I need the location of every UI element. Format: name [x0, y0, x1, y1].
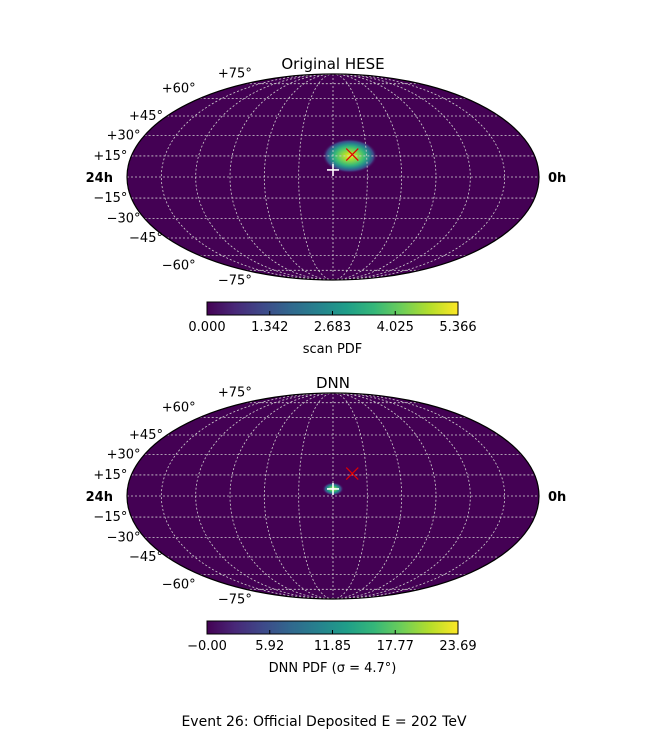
true-direction-marker: [345, 148, 359, 161]
dec-tick-label: −45°: [129, 550, 163, 565]
reco-direction-marker: [327, 482, 339, 495]
dec-tick-label: +45°: [129, 109, 163, 124]
colorbar-tick-label: 11.85: [314, 639, 351, 654]
colorbar-tick-label: 0.000: [188, 320, 225, 335]
skymap-border: [126, 73, 540, 281]
dec-tick-label: +60°: [162, 81, 196, 96]
colorbar-tick-label: 23.69: [439, 639, 476, 654]
dec-tick-label: −30°: [107, 212, 141, 227]
ra-label-left: 24h: [86, 490, 113, 505]
pdf-hotspot: [322, 138, 378, 174]
dec-tick-label: −15°: [93, 510, 127, 525]
colorbar: 0.000 1.342 2.683 4.025 5.366 scan PDF: [188, 301, 477, 357]
ra-label-right: 0h: [548, 171, 566, 186]
reco-direction-marker: [327, 163, 339, 176]
meridian-line: [229, 393, 334, 599]
skymap-density: [322, 138, 378, 174]
colorbar-tick-label: 2.683: [314, 320, 351, 335]
dec-tick-label: −30°: [107, 531, 141, 546]
dec-tick-label: −15°: [93, 191, 127, 206]
dec-tick-label: +60°: [162, 400, 196, 415]
colorbar-label: scan PDF: [303, 342, 363, 357]
colorbar: −0.00 5.92 11.85 17.77 23.69 DNN PDF (σ = 4.7…: [187, 620, 477, 676]
dec-tick-label: −60°: [162, 578, 196, 593]
panel-title: DNN: [316, 374, 350, 392]
skymap-panel-original-hese: Original HESE 24h 0h +75° +60° +45° +30° +15° −1…: [86, 55, 567, 357]
skymap-panel-dnn: DNN 24h 0h +75° +60° +45° +30° +15° −15° −30° −45°…: [86, 374, 567, 676]
panel-title: Original HESE: [281, 55, 384, 73]
skymap-grid: [127, 393, 539, 599]
colorbar-tick-label: 1.342: [251, 320, 288, 335]
true-direction-marker: [345, 467, 359, 480]
colorbar-label: DNN PDF (σ = 4.7°): [269, 661, 397, 676]
colorbar-tick-label: −0.00: [187, 639, 227, 654]
dec-tick-label: +15°: [93, 468, 127, 483]
ra-label-right: 0h: [548, 490, 566, 505]
dec-tick-label: −60°: [162, 259, 196, 274]
dec-tick-label: +75°: [218, 67, 252, 82]
colorbar-tick-label: 5.366: [439, 320, 476, 335]
dec-tick-label: +15°: [93, 149, 127, 164]
dec-tick-label: −45°: [129, 231, 163, 246]
dec-tick-label: +30°: [107, 447, 141, 462]
dec-tick-label: +30°: [107, 128, 141, 143]
colorbar-tick-label: 5.92: [255, 639, 284, 654]
skymap-border: [126, 392, 540, 600]
dec-tick-label: −75°: [218, 592, 252, 607]
meridian-line: [229, 74, 334, 280]
skymap-grid: [127, 74, 539, 280]
colorbar-tick-label: 4.025: [377, 320, 414, 335]
figure-caption: Event 26: Official Deposited E = 202 TeV: [181, 714, 467, 730]
dec-tick-label: +45°: [129, 428, 163, 443]
ra-label-left: 24h: [86, 171, 113, 186]
dec-tick-label: −75°: [218, 273, 252, 288]
colorbar-tick-label: 17.77: [377, 639, 414, 654]
meridian-line: [332, 393, 471, 599]
meridian-line: [332, 74, 471, 280]
dec-tick-label: +75°: [218, 386, 252, 401]
